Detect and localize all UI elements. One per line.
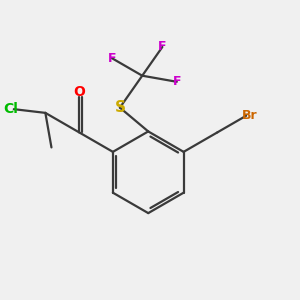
Text: F: F [158, 40, 166, 53]
Text: Cl: Cl [3, 102, 18, 116]
Text: Br: Br [242, 109, 258, 122]
Text: S: S [114, 100, 125, 115]
Text: F: F [172, 75, 181, 88]
Text: O: O [73, 85, 85, 100]
Text: F: F [108, 52, 116, 65]
